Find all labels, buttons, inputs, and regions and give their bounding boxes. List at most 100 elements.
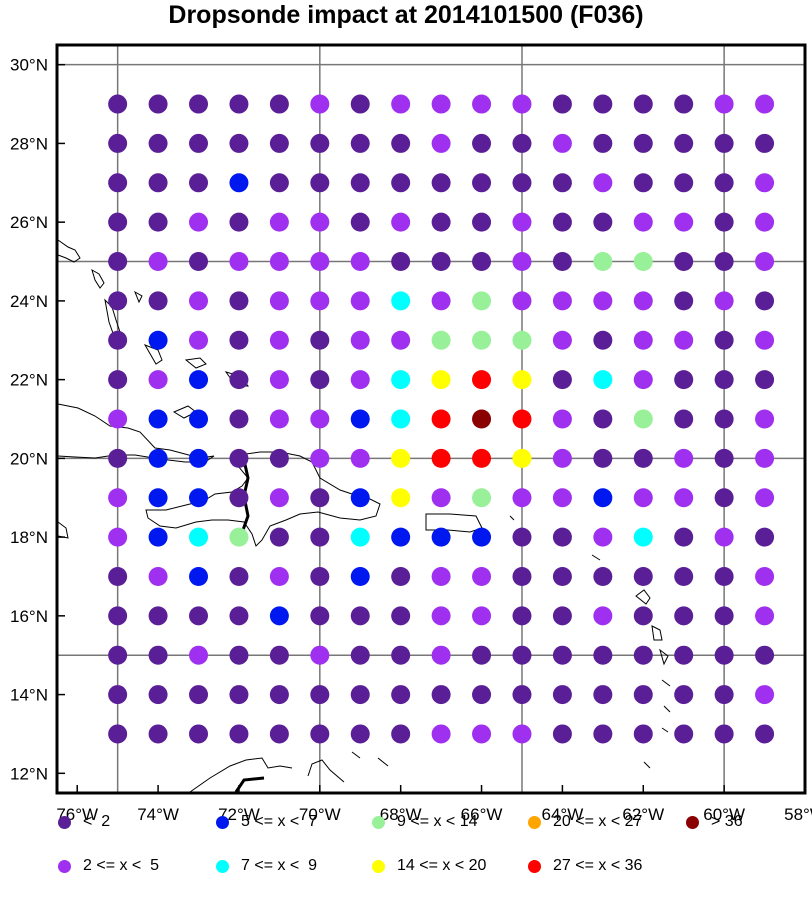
impact-point bbox=[148, 409, 168, 429]
impact-point bbox=[674, 606, 694, 626]
impact-point bbox=[229, 566, 249, 586]
impact-point bbox=[310, 370, 330, 390]
impact-point bbox=[148, 330, 168, 350]
impact-point bbox=[552, 173, 572, 193]
impact-point bbox=[229, 133, 249, 153]
impact-point bbox=[472, 94, 492, 114]
impact-point bbox=[552, 409, 572, 429]
impact-point bbox=[593, 606, 613, 626]
impact-point bbox=[310, 606, 330, 626]
impact-point bbox=[350, 173, 370, 193]
impact-point bbox=[472, 291, 492, 311]
impact-point bbox=[108, 291, 128, 311]
y-axis-labels: 30°N 28°N 26°N 24°N 22°N 20°N 18°N 16°N 14°N 12°N bbox=[10, 56, 48, 784]
impact-point bbox=[714, 409, 734, 429]
impact-point bbox=[755, 291, 775, 311]
coast-bahamas-2 bbox=[91, 268, 105, 289]
impact-point bbox=[431, 606, 451, 626]
impact-point bbox=[350, 488, 370, 508]
impact-point bbox=[229, 94, 249, 114]
impact-point bbox=[229, 370, 249, 390]
impact-point bbox=[472, 527, 492, 547]
impact-point bbox=[472, 645, 492, 665]
impact-point bbox=[431, 370, 451, 390]
impact-point bbox=[148, 488, 168, 508]
impact-point bbox=[391, 724, 411, 744]
impact-point bbox=[674, 409, 694, 429]
impact-point bbox=[350, 94, 370, 114]
impact-point bbox=[552, 448, 572, 468]
impact-point bbox=[552, 527, 572, 547]
impact-point bbox=[633, 685, 653, 705]
impact-point bbox=[633, 133, 653, 153]
impact-point bbox=[633, 448, 653, 468]
impact-point bbox=[229, 527, 249, 547]
y-tick-label: 18°N bbox=[10, 528, 48, 547]
impact-point bbox=[310, 252, 330, 272]
impact-point bbox=[310, 488, 330, 508]
impact-point bbox=[472, 685, 492, 705]
impact-point bbox=[633, 252, 653, 272]
impact-point bbox=[148, 448, 168, 468]
impact-point bbox=[714, 212, 734, 232]
impact-point bbox=[229, 409, 249, 429]
impact-point bbox=[431, 527, 451, 547]
impact-point bbox=[310, 448, 330, 468]
impact-point bbox=[350, 645, 370, 665]
impact-point bbox=[755, 488, 775, 508]
impact-point bbox=[552, 291, 572, 311]
impact-point bbox=[189, 409, 209, 429]
plot-frame bbox=[55, 43, 807, 795]
impact-point bbox=[714, 488, 734, 508]
impact-point bbox=[269, 488, 289, 508]
impact-point bbox=[431, 133, 451, 153]
impact-point bbox=[633, 212, 653, 232]
impact-point bbox=[552, 370, 572, 390]
impact-point bbox=[391, 370, 411, 390]
impact-point bbox=[310, 566, 330, 586]
impact-point bbox=[391, 645, 411, 665]
impact-point bbox=[391, 291, 411, 311]
impact-point bbox=[512, 448, 532, 468]
impact-point bbox=[310, 291, 330, 311]
impact-point bbox=[472, 330, 492, 350]
impact-point bbox=[593, 330, 613, 350]
impact-point bbox=[755, 527, 775, 547]
y-tick-label: 16°N bbox=[10, 607, 48, 626]
impact-point bbox=[189, 252, 209, 272]
impact-point bbox=[593, 252, 613, 272]
impact-point bbox=[512, 291, 532, 311]
coast-hispaniola bbox=[145, 451, 381, 547]
impact-point bbox=[674, 645, 694, 665]
impact-point bbox=[229, 212, 249, 232]
impact-point bbox=[674, 488, 694, 508]
impact-point bbox=[310, 173, 330, 193]
impact-point bbox=[633, 645, 653, 665]
impact-point bbox=[593, 685, 613, 705]
impact-point bbox=[269, 685, 289, 705]
impact-point bbox=[269, 448, 289, 468]
coast-jamaica bbox=[57, 521, 69, 539]
impact-point bbox=[633, 94, 653, 114]
impact-point bbox=[229, 488, 249, 508]
impact-point bbox=[108, 173, 128, 193]
impact-point bbox=[714, 724, 734, 744]
impact-point bbox=[714, 527, 734, 547]
impact-point bbox=[310, 330, 330, 350]
impact-point bbox=[593, 291, 613, 311]
impact-point bbox=[552, 724, 572, 744]
impact-point bbox=[512, 566, 532, 586]
impact-point bbox=[189, 527, 209, 547]
impact-point bbox=[512, 606, 532, 626]
impact-point bbox=[593, 724, 613, 744]
axis-ticks bbox=[57, 63, 806, 793]
x-tick-label: 58°W bbox=[784, 805, 812, 824]
impact-point bbox=[229, 252, 249, 272]
impact-point bbox=[633, 330, 653, 350]
impact-point bbox=[714, 252, 734, 272]
impact-point bbox=[350, 527, 370, 547]
impact-point bbox=[431, 94, 451, 114]
impact-point bbox=[755, 252, 775, 272]
x-tick-label: 68°W bbox=[380, 805, 422, 824]
impact-point bbox=[552, 566, 572, 586]
